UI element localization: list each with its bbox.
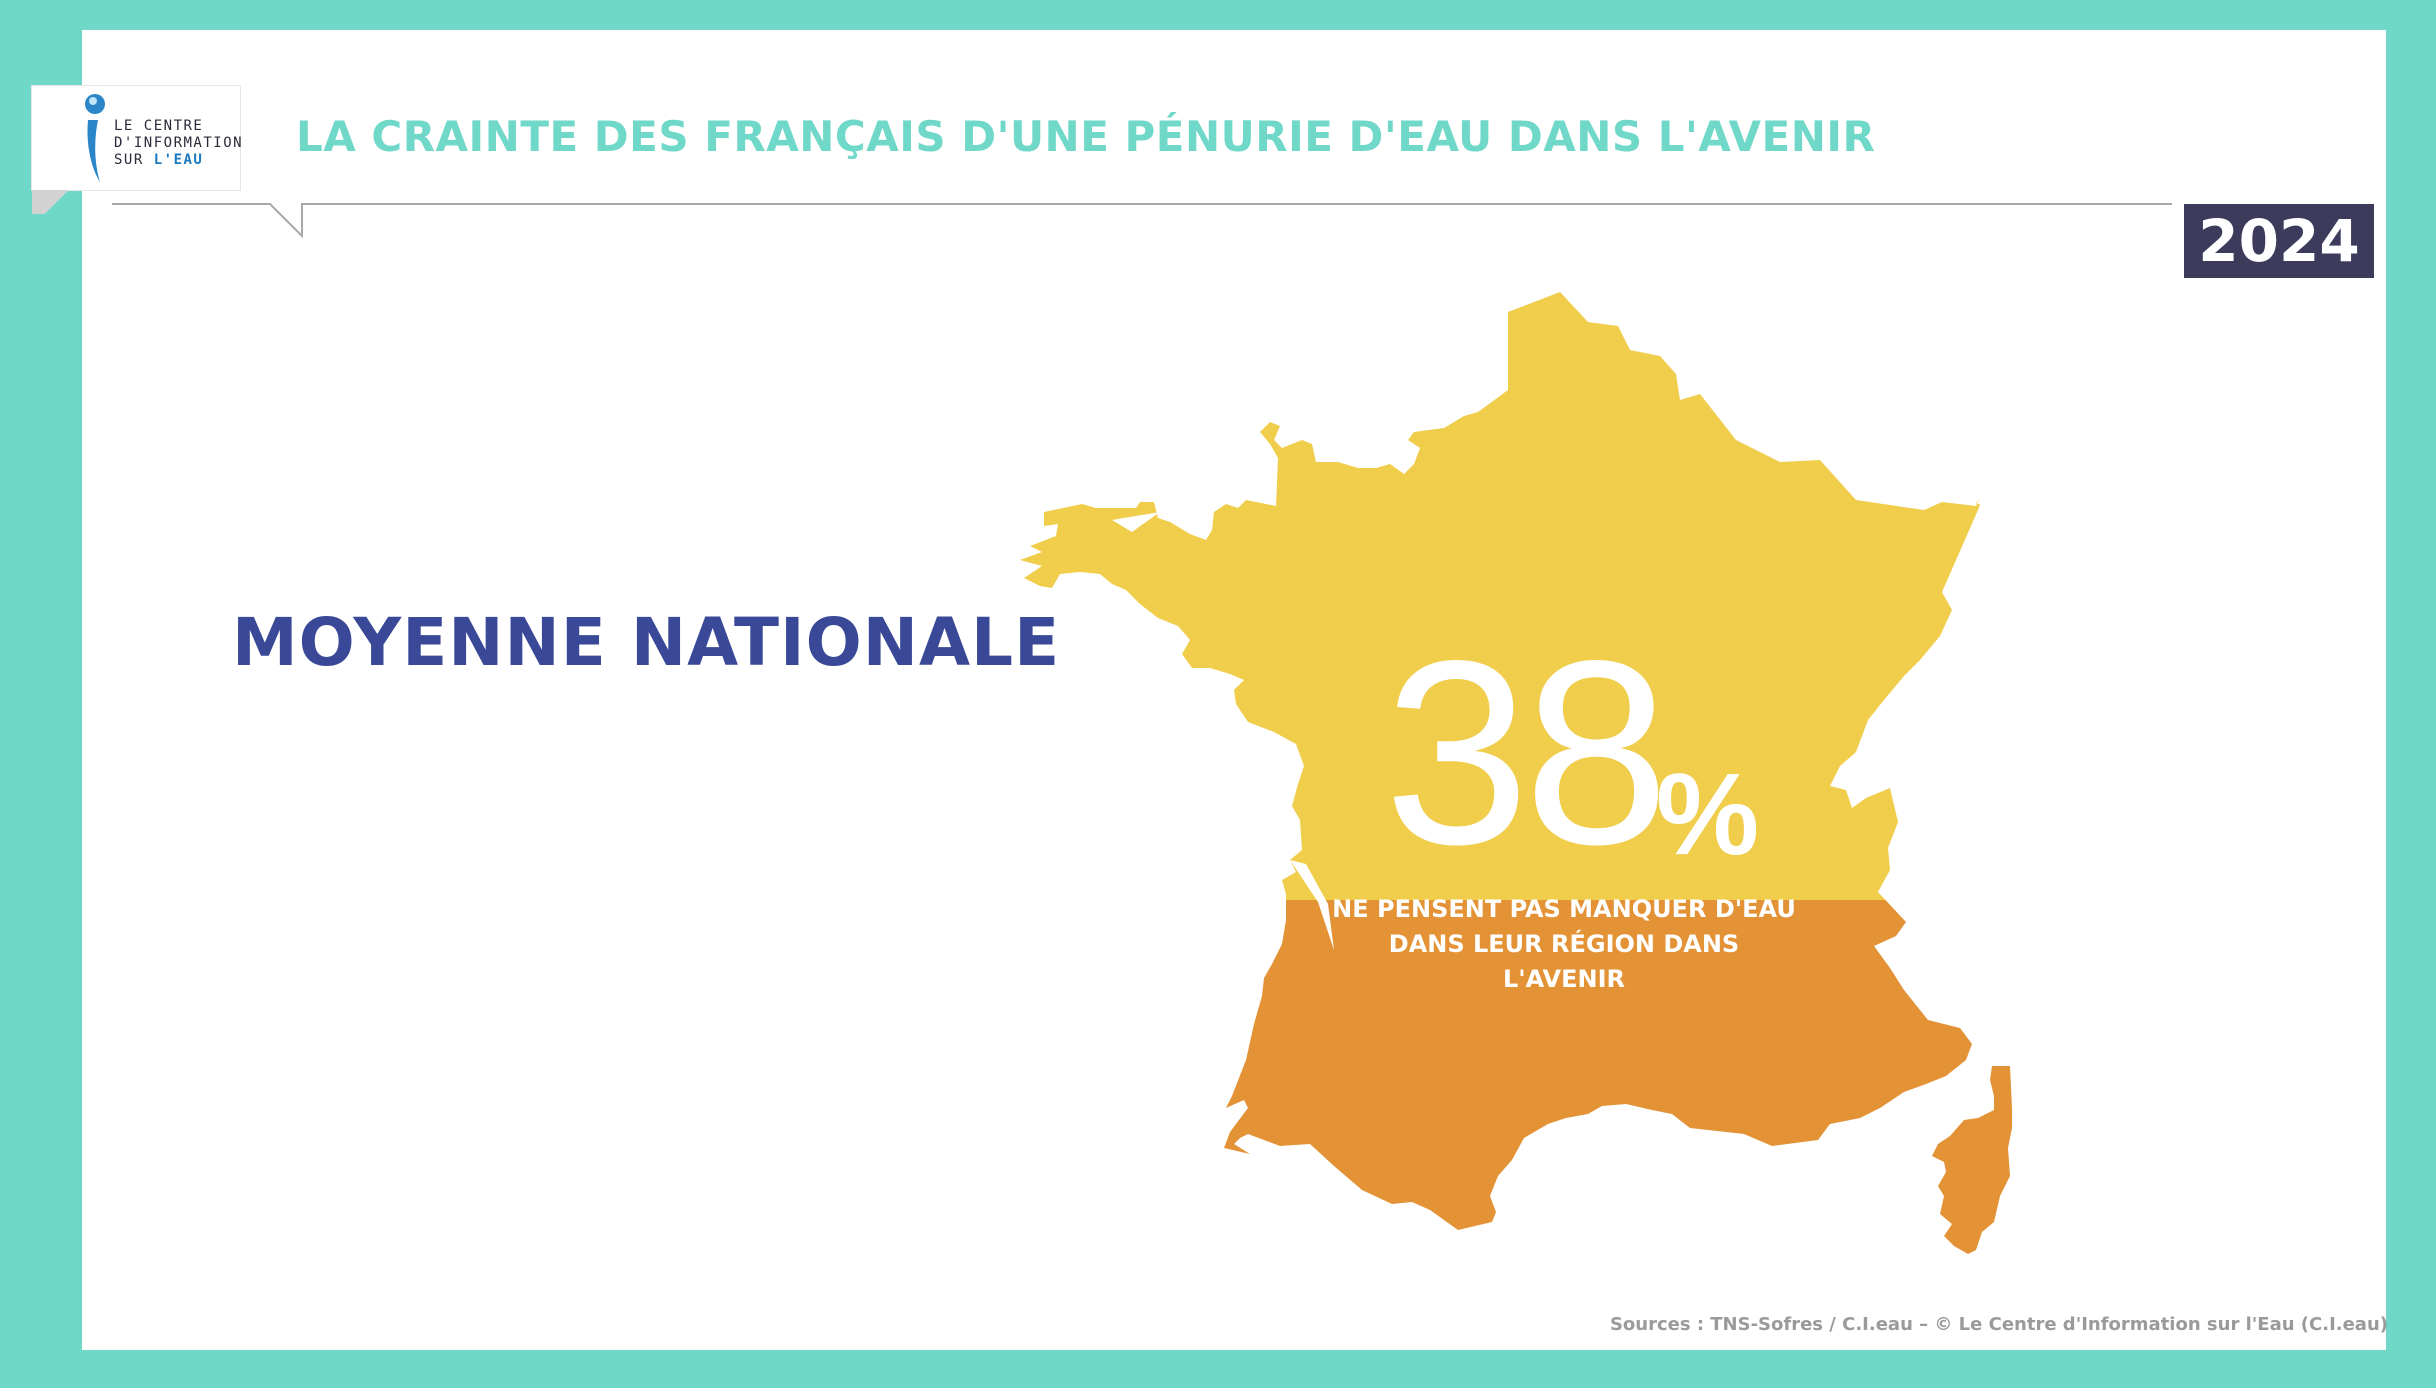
logo-line-3: SUR L'EAU xyxy=(114,152,243,169)
page-title: LA CRAINTE DES FRANÇAIS D'UNE PÉNURIE D'… xyxy=(296,112,1876,161)
logo-line-3-prefix: SUR xyxy=(114,152,154,168)
percent-sign: % xyxy=(1656,749,1760,879)
sources-footnote: Sources : TNS-Sofres / C.I.eau – © Le Ce… xyxy=(1609,1314,2388,1335)
map-coast-notch xyxy=(1290,860,1334,950)
map-coast-notch xyxy=(1112,512,1160,532)
logo-line-2: D'INFORMATION xyxy=(114,135,244,151)
year-badge: 2024 xyxy=(2184,204,2374,278)
logo-line-1: LE CENTRE xyxy=(114,118,204,134)
water-drop-icon xyxy=(85,94,105,182)
logo xyxy=(32,86,240,190)
logo-line-3-highlight: L'EAU xyxy=(153,152,204,168)
percentage-value: 38 xyxy=(1384,606,1669,899)
logo-fold xyxy=(32,190,82,214)
value-caption: NE PENSENT PAS MANQUER D'EAU DANS LEUR R… xyxy=(1332,895,1796,993)
average-label: MOYENNE NATIONALE xyxy=(232,604,1061,681)
logo-text: LE CENTRE D'INFORMATION SUR L'EAU xyxy=(114,118,243,169)
